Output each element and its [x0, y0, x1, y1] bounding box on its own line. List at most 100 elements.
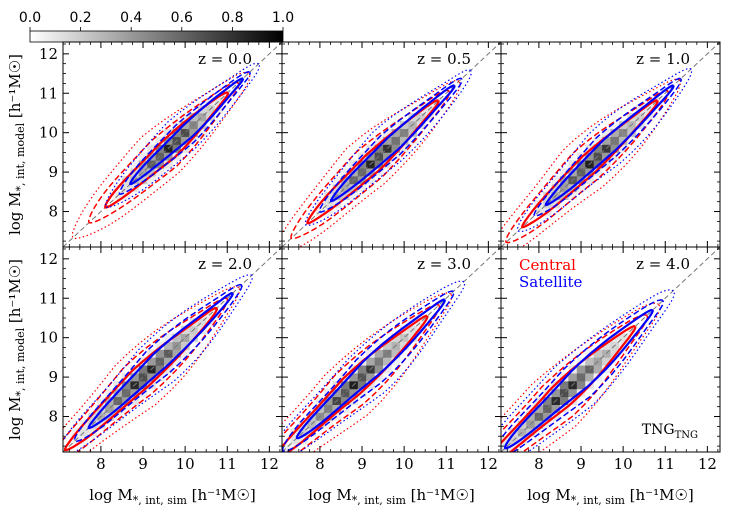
heatmap-cell — [559, 396, 569, 405]
heatmap-cell — [366, 357, 375, 366]
y-tick-label: 10 — [39, 124, 58, 142]
legend-entry-satellite: Satellite — [519, 273, 583, 291]
heatmap-cell — [180, 128, 190, 137]
heatmap-cell — [332, 176, 342, 185]
y-axis-label: log M*, int, model [h⁻¹M☉] — [6, 54, 27, 235]
heatmap-cell — [164, 341, 173, 350]
satellite-contour-2sigma — [73, 283, 243, 443]
heatmap-cell — [602, 128, 611, 137]
one-to-one-line — [501, 42, 720, 247]
one-to-one-line — [501, 247, 720, 452]
heatmap-cell — [399, 144, 409, 153]
heatmap-cell — [121, 404, 131, 413]
satellite-contour-2sigma — [318, 77, 463, 213]
satellite-contour-1sigma — [295, 298, 446, 440]
heatmap-cell — [383, 357, 392, 366]
heatmap-cell — [383, 341, 392, 350]
y-tick-label: 10 — [39, 329, 58, 347]
x-axis-label: log M*, int, sim [h⁻¹M☉] — [308, 486, 475, 507]
panel-plot-area — [63, 247, 282, 452]
heatmap-cell — [399, 120, 409, 130]
heatmap-cell — [501, 436, 510, 445]
heatmap-cell — [610, 128, 620, 137]
heatmap-cell — [357, 373, 367, 382]
central-contour-2sigma — [501, 314, 649, 452]
heatmap-cell — [189, 128, 199, 137]
central-contour-3sigma — [71, 71, 251, 240]
heatmap-cell — [602, 152, 611, 161]
heatmap-cell — [88, 412, 97, 421]
satellite-contour-3sigma — [516, 67, 693, 233]
heatmap-cell — [618, 128, 628, 137]
legend-entry-central: Central — [519, 256, 576, 274]
heatmap-cell — [340, 388, 350, 398]
heatmap-cell — [172, 357, 182, 366]
heatmap-cell — [568, 373, 578, 382]
heatmap-cell — [602, 136, 611, 145]
heatmap-cell — [399, 128, 409, 137]
heatmap-cell — [374, 144, 384, 153]
x-tick-label: 10 — [614, 455, 633, 473]
satellite-contour-3sigma — [501, 289, 675, 452]
heatmap-cell — [340, 191, 350, 200]
heatmap-cell — [635, 112, 645, 122]
satellite-contour-1sigma — [544, 84, 675, 207]
heatmap-cell — [559, 191, 569, 200]
heatmap-cell — [618, 333, 628, 342]
heatmap-cell — [593, 136, 603, 145]
heatmap-cell — [332, 388, 342, 398]
heatmap-cell — [189, 136, 199, 145]
heatmap-cell — [282, 444, 291, 452]
heatmap-cell — [416, 317, 426, 327]
heatmap-cell — [366, 373, 375, 382]
central-contour-2sigma — [87, 81, 240, 224]
heatmap-cell — [593, 168, 603, 177]
heatmap-cell — [517, 412, 527, 421]
one-to-one-line — [63, 247, 282, 452]
heatmap-cell — [534, 404, 544, 413]
x-tick-label: 12 — [479, 455, 498, 473]
heatmap-cell — [340, 168, 350, 177]
satellite-contour-3sigma — [104, 62, 261, 209]
heatmap-cell — [551, 183, 561, 193]
heatmap-cell — [357, 381, 367, 390]
y-axis-label: log M*, int, model [h⁻¹M☉] — [6, 259, 27, 440]
central-contour-3sigma — [501, 78, 682, 247]
heatmap-cell — [391, 152, 401, 161]
x-tick-label: 8 — [534, 455, 544, 473]
heatmap-cell — [576, 183, 586, 193]
heatmap-cell — [349, 183, 359, 193]
heatmap-cell — [602, 357, 611, 366]
satellite-contour-2sigma — [501, 299, 665, 452]
heatmap-cell — [180, 341, 190, 350]
colorbar-tick-label: 0.0 — [19, 10, 41, 26]
x-tick-label: 12 — [260, 455, 279, 473]
x-axis-label: log M*, int, sim [h⁻¹M☉] — [89, 486, 256, 507]
heatmap-cell — [526, 412, 535, 421]
heatmap-cell — [180, 333, 190, 342]
satellite-contour-3sigma — [304, 69, 473, 227]
heatmap-cell — [559, 183, 569, 193]
heatmap-cell — [324, 199, 333, 208]
x-tick-label: 10 — [176, 455, 195, 473]
redshift-label: z = 1.0 — [636, 50, 690, 68]
heatmap-cell — [180, 112, 190, 122]
heatmap-cell — [383, 136, 392, 145]
colorbar-tick-label: 0.8 — [221, 10, 243, 26]
heatmap-cell — [543, 420, 552, 429]
heatmap-cell — [147, 144, 156, 153]
heatmap-cell — [568, 191, 578, 200]
heatmap-cell — [618, 136, 628, 145]
heatmap-cell — [155, 160, 165, 169]
one-to-one-line — [282, 42, 501, 247]
heatmap-cell — [543, 404, 552, 413]
heatmap-cell — [543, 396, 552, 405]
heatmap-cell — [551, 176, 561, 185]
colorbar-tick-label: 0.4 — [120, 10, 142, 26]
y-tick-label: 9 — [48, 368, 58, 386]
heatmap-cell — [138, 365, 148, 374]
heatmap-cell — [585, 176, 594, 185]
y-tick-label: 9 — [48, 163, 58, 181]
heatmap-cell — [180, 136, 190, 145]
heatmap-cell — [374, 349, 384, 358]
